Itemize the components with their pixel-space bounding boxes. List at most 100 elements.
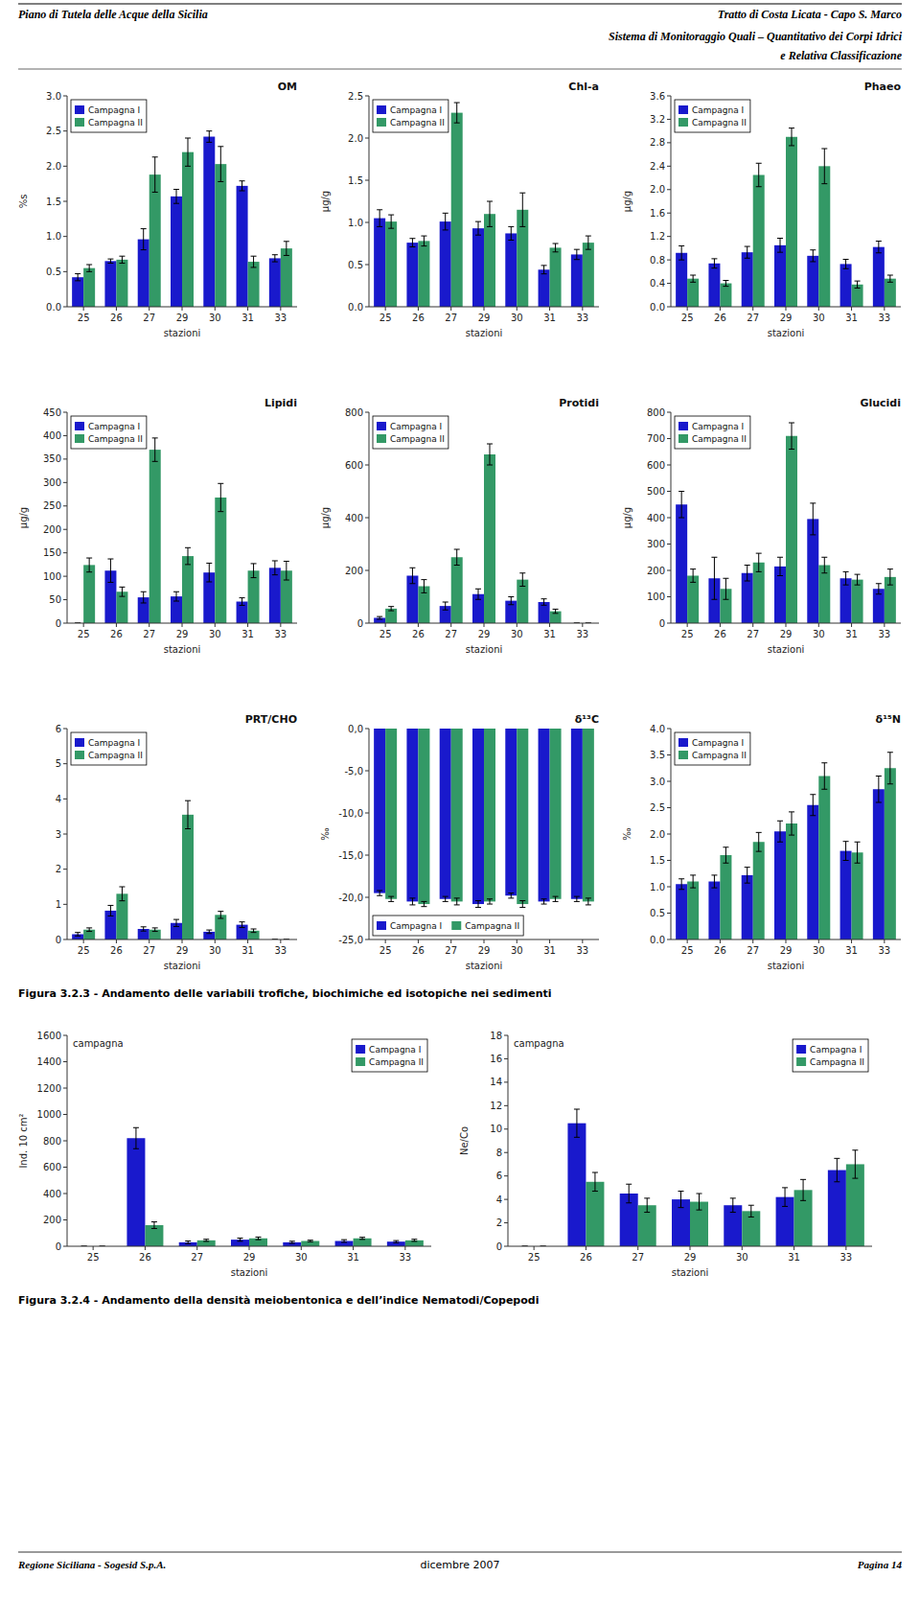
error-bar: [744, 246, 751, 258]
y-tick: [667, 212, 671, 214]
legend-swatch: [74, 737, 85, 747]
y-tick-label: 2.4: [649, 161, 666, 172]
y-tick: [63, 130, 68, 132]
x-tick-label: 25: [77, 312, 91, 323]
y-axis-label: μg/g: [320, 506, 331, 529]
error-bar: [184, 1241, 191, 1244]
bar: [774, 830, 786, 940]
error-bar: [74, 274, 81, 281]
x-axis-label: stazioni: [767, 644, 805, 655]
x-tick-label: 25: [87, 1251, 100, 1263]
bar: [417, 728, 430, 904]
error-bar: [833, 1157, 840, 1181]
y-tick-label: -15,0: [338, 850, 364, 861]
bar: [719, 854, 732, 940]
bar: [71, 276, 84, 307]
legend-entry: Campagna II: [390, 434, 445, 444]
x-tick: [196, 1245, 198, 1250]
error-bar: [574, 1108, 580, 1137]
legend-entry: Campagna I: [390, 105, 442, 115]
y-tick: [667, 118, 671, 120]
x-tick: [115, 939, 117, 943]
y-tick: [667, 259, 671, 261]
y-tick: [667, 596, 671, 598]
error-bar: [777, 556, 783, 575]
bar: [806, 255, 819, 307]
legend-entry: Campagna II: [88, 750, 143, 760]
x-tick-label: 29: [780, 628, 793, 640]
bar: [248, 261, 260, 307]
panel: 0.00.51.01.52.02.53.03.54.02526272930313…: [621, 713, 901, 971]
y-axis-label: μg/g: [621, 190, 633, 212]
x-tick-label: 29: [780, 944, 793, 956]
x-tick-label: 27: [746, 628, 759, 640]
error-bar: [875, 241, 882, 253]
bar: [675, 504, 688, 623]
chart-title: Glucidi: [859, 396, 901, 410]
legend-entry: Campagna II: [691, 750, 747, 760]
y-tick-label: 3.0: [46, 91, 62, 102]
y-tick-label: 0.0: [347, 301, 364, 313]
error-bar: [388, 896, 394, 901]
legend: Campagna ICampagna II: [372, 915, 524, 936]
y-tick-label: 1200: [37, 1082, 62, 1094]
y-tick-label: 2.0: [347, 133, 364, 144]
x-tick: [637, 1245, 639, 1250]
y-tick-label: 0: [55, 934, 62, 945]
x-tick: [83, 939, 85, 943]
panel: 012345625262729303133stazioniPRT/CHOCamp…: [55, 713, 298, 971]
x-tick: [483, 939, 485, 943]
legend-swatch: [376, 421, 387, 431]
y-tick-label: 150: [43, 547, 62, 558]
y-axis-label: μg/g: [18, 506, 29, 529]
panel: 0.00.40.81.21.62.02.42.83.23.62526272930…: [621, 80, 901, 339]
legend-entry: Campagna I: [390, 421, 442, 432]
x-axis-label: stazioni: [230, 1266, 269, 1278]
x-tick-label: 25: [681, 628, 694, 640]
x-tick: [417, 939, 419, 943]
error-bar: [411, 1239, 417, 1242]
legend-swatch: [678, 421, 689, 431]
legend-entry: Campagna II: [691, 434, 747, 444]
y-tick: [63, 435, 68, 437]
x-tick: [719, 939, 721, 943]
y-tick-label: 1000: [37, 1108, 62, 1120]
y-tick: [667, 806, 671, 808]
error-bar: [887, 275, 894, 282]
y-tick: [365, 770, 369, 772]
error-bar: [442, 896, 449, 901]
y-tick-label: 1.5: [46, 196, 62, 207]
x-tick: [144, 1245, 146, 1250]
x-tick: [450, 622, 452, 627]
error-bar: [678, 878, 685, 890]
y-tick: [63, 575, 68, 577]
legend-entry: Campagna II: [390, 117, 445, 128]
x-tick-label: 29: [478, 312, 491, 323]
y-tick: [63, 903, 68, 905]
y-axis: [670, 412, 672, 623]
error-bar: [574, 249, 580, 260]
x-tick-label: 30: [208, 312, 222, 323]
y-axis: [368, 412, 370, 623]
header-text: e Relativa Classificazione: [780, 48, 902, 63]
y-tick-label: -5,0: [344, 765, 364, 777]
error-bar: [696, 1193, 703, 1210]
bar: [571, 728, 583, 899]
legend: Campagna I Campagna II: [372, 99, 449, 133]
x-tick: [247, 622, 249, 627]
y-axis: [368, 728, 370, 940]
y-tick: [63, 95, 68, 97]
x-tick: [785, 622, 787, 627]
x-tick: [417, 622, 419, 627]
y-tick: [504, 1151, 508, 1153]
y-axis-label: μg/g: [320, 190, 331, 212]
y-tick: [63, 728, 68, 730]
marks: [81, 1127, 424, 1246]
error-bar: [748, 1204, 755, 1217]
y-tick-label: 3.2: [649, 114, 666, 125]
bar: [451, 728, 463, 901]
error-bar: [454, 102, 460, 123]
y-tick-label: 100: [646, 591, 666, 602]
error-bar: [118, 886, 125, 901]
y-tick: [504, 1104, 508, 1106]
